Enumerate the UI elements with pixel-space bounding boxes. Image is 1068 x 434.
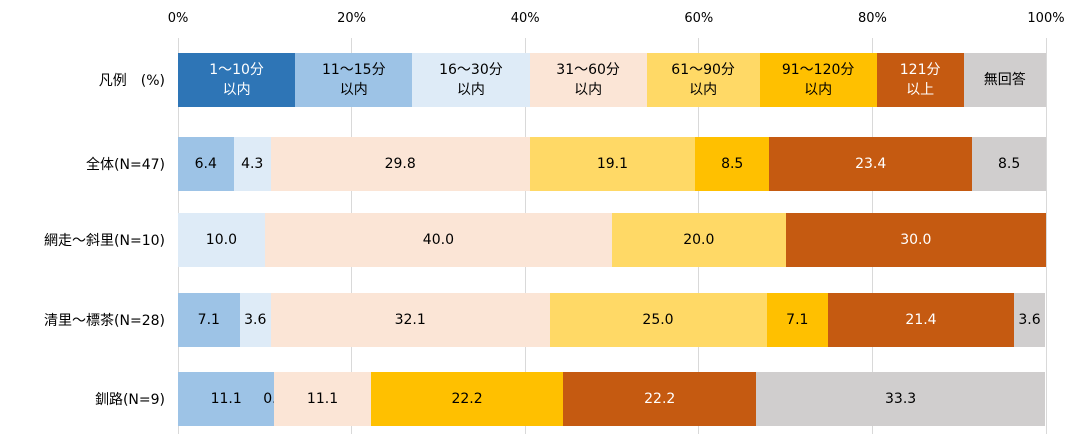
value-label: 8.5 (997, 156, 1021, 172)
legend-swatch (963, 53, 1046, 107)
legend-swatch (646, 53, 760, 107)
value-label: 6.4 (194, 156, 217, 172)
category-label: 清里～標茶(N=28) (44, 313, 165, 329)
legend-title: 凡例 (%) (98, 73, 165, 89)
legend-swatch (529, 53, 647, 107)
value-label: 3.6 (1018, 312, 1041, 328)
bar-segment (264, 213, 612, 267)
x-tick-label: 60% (684, 11, 714, 26)
value-label: 32.1 (394, 312, 426, 328)
value-label: 22.2 (451, 391, 483, 407)
category-label: 網走～斜里(N=10) (44, 233, 165, 249)
bar-segment (370, 372, 564, 426)
grid-line (1045, 38, 1047, 434)
bar-segment (612, 213, 786, 267)
bar-segment (178, 372, 275, 426)
value-label: 3.6 (244, 312, 267, 328)
x-tick-label: 40% (510, 11, 540, 26)
bar-segment (1013, 293, 1046, 347)
value-label: 4.3 (241, 156, 264, 172)
legend-swatch (178, 53, 296, 107)
x-tick-label: 0% (167, 11, 189, 26)
value-label: 11.1 (306, 391, 339, 407)
legend-label: 61～90分 以内 (671, 62, 735, 98)
legend-label: 31～60分 以内 (556, 62, 620, 98)
bar-segment (178, 293, 240, 347)
legend-label: 11～15分 以内 (321, 62, 386, 98)
bar-segment (549, 293, 767, 347)
value-label: 11.1 (210, 391, 242, 407)
value-label: 19.1 (596, 156, 629, 172)
bar-segment (178, 213, 265, 267)
bar-segment (828, 293, 1014, 347)
legend-swatch (759, 53, 877, 107)
value-label: 7.1 (786, 312, 809, 328)
legend-swatch (876, 53, 964, 107)
bar-segment (233, 137, 271, 191)
legend-label: 1～10分 以内 (209, 62, 264, 98)
legend-label: 121分 以上 (899, 62, 941, 98)
bar-segment (178, 137, 234, 191)
value-label: 23.4 (855, 156, 887, 172)
bar-segment (274, 372, 371, 426)
bar-segment (529, 137, 696, 191)
bar-segment (695, 137, 770, 191)
value-label: 33.3 (885, 391, 917, 407)
category-label: 釧路(N=9) (94, 392, 165, 408)
bar-segment (769, 137, 973, 191)
legend-swatch (295, 53, 413, 107)
value-label: 20.0 (683, 232, 715, 248)
value-label: 8.5 (721, 156, 744, 172)
bar-segment (785, 213, 1046, 267)
value-label: 7.1 (197, 312, 220, 328)
value-label: 10.0 (205, 232, 237, 248)
bar-segment (270, 137, 530, 191)
value-label: 30.0 (900, 232, 932, 248)
bar-segment (563, 372, 757, 426)
category-label: 全体(N=47) (86, 157, 165, 173)
x-tick-label: 100% (1027, 11, 1065, 26)
value-label: 25.0 (642, 312, 674, 328)
legend-label: 無回答 (983, 72, 1026, 88)
value-label: 22.2 (644, 391, 676, 407)
value-label: 21.4 (905, 312, 937, 328)
value-label: 29.8 (384, 156, 416, 172)
bar-segment (756, 372, 1046, 426)
legend-label: 91～120分 以内 (781, 62, 855, 98)
bar-segment (766, 293, 829, 347)
x-tick-label: 20% (337, 11, 367, 26)
bar-segment (972, 137, 1046, 191)
x-tick-label: 80% (857, 11, 887, 26)
legend-label: 16～30分 以内 (439, 62, 503, 98)
value-label: 40.0 (422, 232, 454, 248)
bar-segment (270, 293, 550, 347)
legend-swatch (412, 53, 530, 107)
bar-segment (239, 293, 271, 347)
